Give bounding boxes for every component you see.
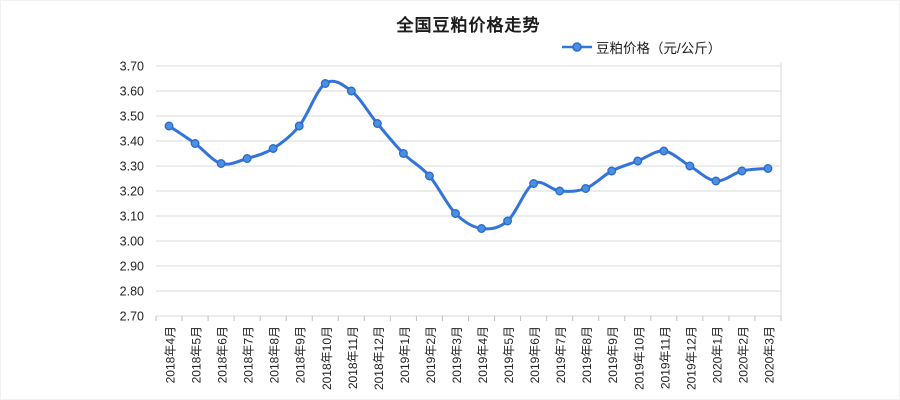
y-axis-tick-label: 3.30 — [120, 160, 144, 174]
y-axis-tick-label: 3.00 — [120, 235, 144, 249]
chart-title: 全国豆粕价格走势 — [396, 16, 541, 35]
data-point — [555, 186, 565, 196]
x-axis-tick-label: 2019年8月 — [580, 326, 594, 383]
y-axis-tick-label: 2.80 — [120, 285, 144, 299]
x-axis-tick-label: 2019年5月 — [502, 326, 516, 383]
x-axis-tick-label: 2018年8月 — [268, 326, 282, 383]
data-point — [607, 166, 617, 176]
y-axis-tick-label: 3.20 — [120, 185, 144, 199]
x-axis-tick-label: 2019年7月 — [554, 326, 568, 383]
data-point — [737, 166, 747, 176]
price-line-series — [167, 79, 770, 231]
x-axis-tick-label: 2019年12月 — [684, 326, 698, 390]
data-point — [320, 79, 330, 88]
data-point — [451, 209, 460, 218]
data-point — [503, 216, 513, 226]
x-axis-tick-label: 2018年4月 — [164, 326, 178, 383]
data-point — [164, 121, 174, 131]
x-axis-tick-label: 2018年12月 — [372, 326, 386, 390]
data-point — [529, 179, 539, 188]
data-point — [268, 144, 278, 153]
x-axis-tick-label: 2020年1月 — [710, 326, 724, 383]
y-axis-tick-label: 2.70 — [120, 310, 144, 324]
x-axis-tick-label: 2019年3月 — [450, 326, 464, 383]
x-axis-tick-label: 2019年2月 — [424, 326, 438, 383]
data-point — [216, 159, 226, 168]
x-axis-tick-label: 2019年4月 — [476, 326, 490, 383]
x-axis-tick-label: 2018年9月 — [294, 326, 308, 383]
x-axis-tick-label: 2018年5月 — [190, 326, 204, 383]
data-point — [711, 176, 721, 186]
legend-label: 豆粕价格（元/公斤） — [596, 41, 722, 56]
y-axis-tick-label: 2.90 — [120, 260, 144, 274]
data-point — [294, 121, 304, 131]
data-point — [424, 171, 434, 181]
legend-line-marker-icon — [562, 42, 592, 52]
x-axis-tick-label: 2019年9月 — [606, 326, 620, 383]
data-point — [372, 119, 382, 128]
data-point — [659, 146, 669, 156]
data-point — [398, 149, 408, 158]
data-point — [346, 86, 356, 96]
data-point — [242, 154, 252, 163]
data-point — [633, 156, 643, 166]
x-axis-tick-label: 2018年10月 — [320, 326, 334, 390]
y-axis-tick-label: 3.70 — [120, 60, 144, 74]
x-axis-tick-label: 2020年2月 — [736, 326, 750, 383]
y-axis-tick-label: 3.60 — [120, 85, 144, 99]
data-point — [685, 161, 695, 171]
x-axis-tick-label: 2019年11月 — [658, 326, 672, 389]
data-point — [581, 184, 591, 193]
y-axis-tick-label: 3.40 — [120, 135, 144, 149]
legend: 豆粕价格（元/公斤） — [561, 37, 721, 57]
data-point — [190, 139, 200, 148]
data-point — [477, 224, 486, 233]
y-axis-tick-label: 3.10 — [120, 210, 144, 224]
y-axis-tick-label: 3.50 — [120, 110, 144, 124]
data-point — [763, 164, 773, 173]
x-axis-tick-label: 2020年3月 — [762, 326, 776, 383]
x-axis-tick-label: 2019年10月 — [632, 326, 646, 390]
x-axis-tick-label: 2018年7月 — [242, 326, 256, 383]
x-axis-tick-label: 2019年1月 — [398, 326, 412, 383]
x-axis-tick-label: 2019年6月 — [528, 326, 542, 383]
x-axis-tick-label: 2018年6月 — [216, 326, 230, 383]
x-axis-tick-label: 2018年11月 — [346, 326, 360, 389]
